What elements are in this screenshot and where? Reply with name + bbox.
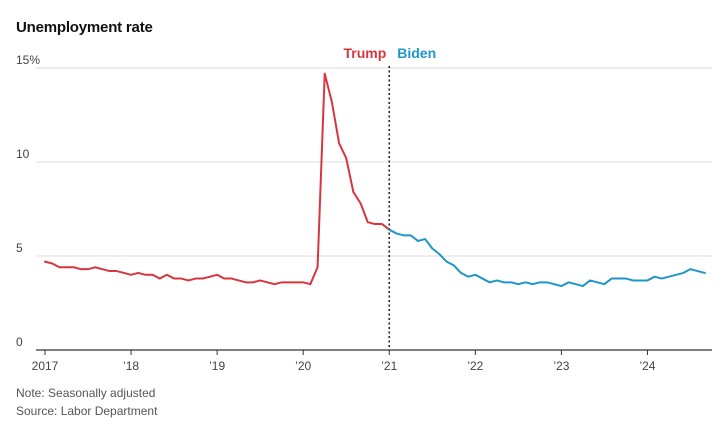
x-axis: [36, 349, 712, 355]
series-line-biden: [388, 228, 706, 288]
x-tick-label: ’19: [209, 359, 225, 373]
x-tick-label: ’20: [295, 359, 311, 373]
y-tick-label: 15%: [16, 53, 40, 67]
y-tick-label: 5: [16, 241, 23, 255]
x-tick-label: ’24: [639, 359, 655, 373]
chart-title: Unemployment rate: [16, 19, 153, 36]
x-tick-label: ’18: [123, 359, 139, 373]
source-text: Source: Labor Department: [16, 404, 158, 418]
biden-label: Biden: [397, 45, 436, 61]
annotations: Trump Biden: [343, 45, 436, 61]
x-tick-label: ’23: [553, 359, 569, 373]
x-tick-labels: 2017 ’18 ’19 ’20 ’21 ’22 ’23 ’24: [32, 359, 656, 373]
note-text: Note: Seasonally adjusted: [16, 386, 156, 400]
gridlines: [36, 67, 712, 257]
trump-label: Trump: [343, 45, 386, 61]
x-tick-label: ’22: [467, 359, 483, 373]
series-lines: [44, 72, 706, 288]
chart-notes: Note: Seasonally adjusted Source: Labor …: [16, 384, 157, 420]
x-tick-label: ’21: [381, 359, 397, 373]
series-line-trump: [44, 72, 391, 286]
y-tick-labels: 0 5 10 15%: [16, 53, 40, 349]
y-tick-label: 0: [16, 335, 23, 349]
x-tick-label: 2017: [32, 359, 59, 373]
y-tick-label: 10: [16, 147, 30, 161]
